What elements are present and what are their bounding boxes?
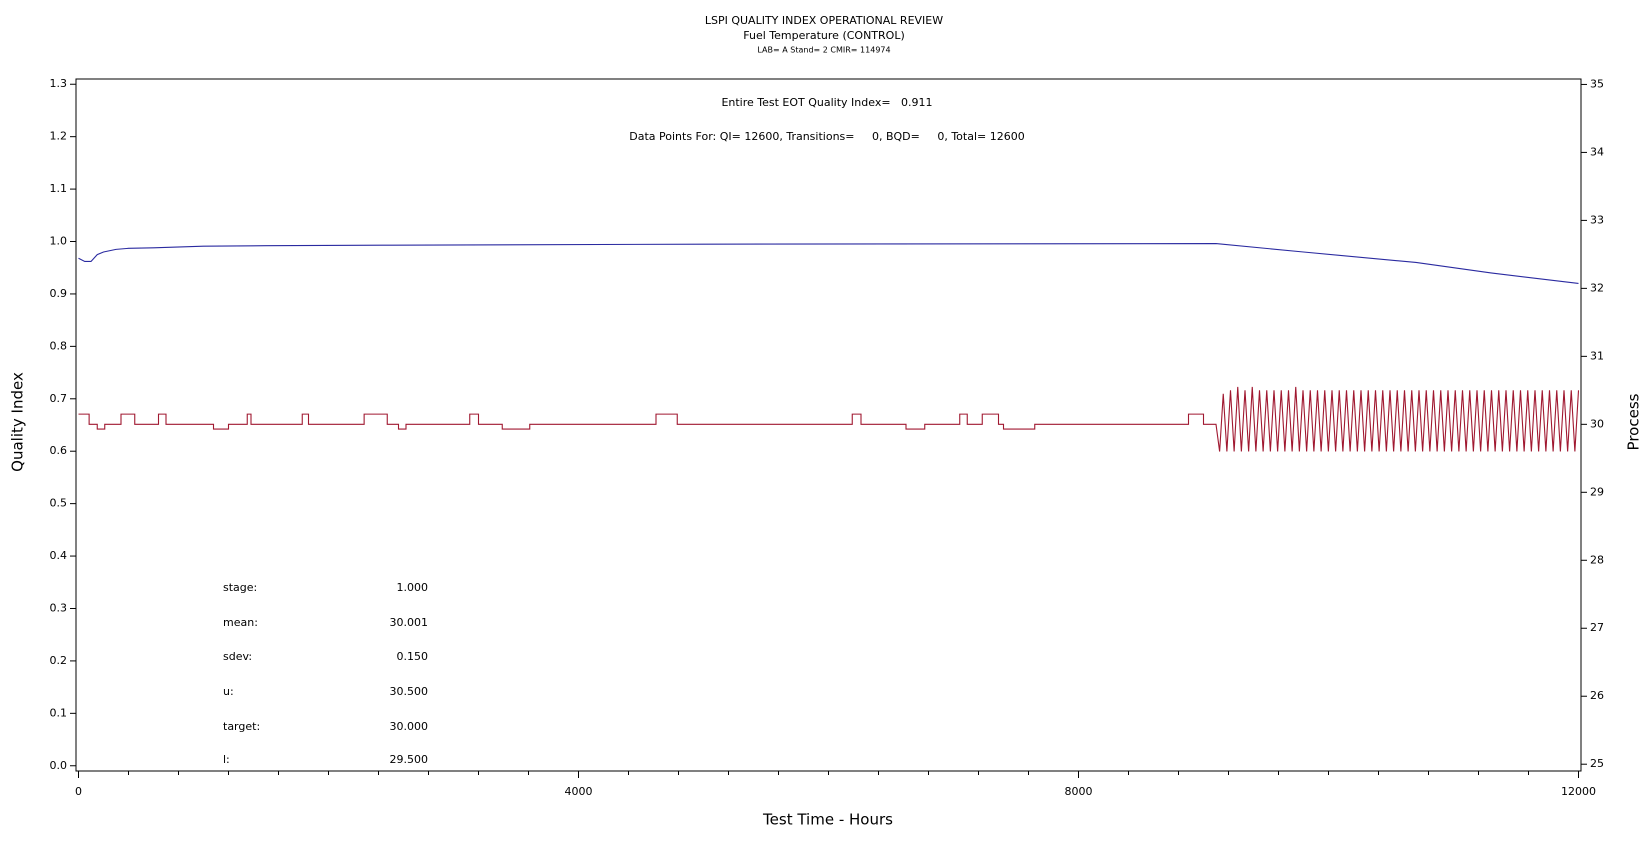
line-series — [78, 386, 1580, 452]
y2-tick-label: 30 — [1590, 417, 1604, 430]
stat-label: u: — [223, 685, 234, 698]
y-axis-label: Quality Index — [9, 372, 27, 472]
y-tick-label: 0.2 — [50, 654, 68, 667]
y-tick-label: 1.2 — [50, 130, 68, 143]
y2-tick-label: 34 — [1590, 145, 1604, 158]
stat-value: 30.500 — [390, 685, 429, 698]
y-tick-label: 0.1 — [50, 706, 68, 719]
line-series — [78, 243, 1579, 284]
x-tick-label: 8000 — [1065, 785, 1093, 798]
annotation: Entire Test EOT Quality Index= 0.911 — [721, 96, 932, 109]
annotation: Data Points For: QI= 12600, Transitions=… — [629, 130, 1024, 143]
y-tick-label: 1.1 — [50, 182, 68, 195]
chart-subtitle: Fuel Temperature (CONTROL) — [743, 29, 905, 42]
stat-label: stage: — [223, 581, 257, 594]
y-tick-label: 0.0 — [50, 759, 68, 772]
y2-tick-label: 28 — [1590, 553, 1604, 566]
stat-label: sdev: — [223, 650, 252, 663]
stat-label: l: — [223, 753, 230, 766]
y-tick-label: 0.3 — [50, 601, 68, 614]
y-tick-label: 0.7 — [50, 392, 68, 405]
y2-axis-label: Process — [1625, 393, 1643, 450]
x-tick-label: 12000 — [1561, 785, 1596, 798]
stat-value: 29.500 — [390, 753, 429, 766]
x-tick-label: 4000 — [565, 785, 593, 798]
y2-tick-label: 32 — [1590, 281, 1604, 294]
y-tick-label: 1.0 — [50, 235, 68, 248]
y-tick-label: 0.9 — [50, 287, 68, 300]
stat-value: 1.000 — [397, 581, 429, 594]
y2-tick-label: 31 — [1590, 349, 1604, 362]
y2-tick-label: 33 — [1590, 213, 1604, 226]
y2-tick-label: 35 — [1590, 77, 1604, 90]
x-axis-label: Test Time - Hours — [762, 811, 893, 829]
y-tick-label: 0.6 — [50, 444, 68, 457]
stat-label: target: — [223, 720, 260, 733]
stat-value: 0.150 — [397, 650, 429, 663]
stat-value: 30.001 — [390, 616, 429, 629]
y2-tick-label: 26 — [1590, 689, 1604, 702]
chart-subtitle: LAB= A Stand= 2 CMIR= 114974 — [757, 46, 890, 55]
y2-tick-label: 29 — [1590, 485, 1604, 498]
chart-title: LSPI QUALITY INDEX OPERATIONAL REVIEW — [705, 14, 943, 27]
stat-value: 30.000 — [390, 720, 429, 733]
y2-tick-label: 25 — [1590, 757, 1604, 770]
y-tick-label: 0.8 — [50, 339, 68, 352]
stat-label: mean: — [223, 616, 258, 629]
y-tick-label: 0.4 — [50, 549, 68, 562]
y2-tick-label: 27 — [1590, 621, 1604, 634]
plot-frame — [75, 78, 1582, 772]
y-tick-label: 0.5 — [50, 497, 68, 510]
y-tick-label: 1.3 — [50, 77, 68, 90]
x-tick-label: 0 — [75, 785, 82, 798]
